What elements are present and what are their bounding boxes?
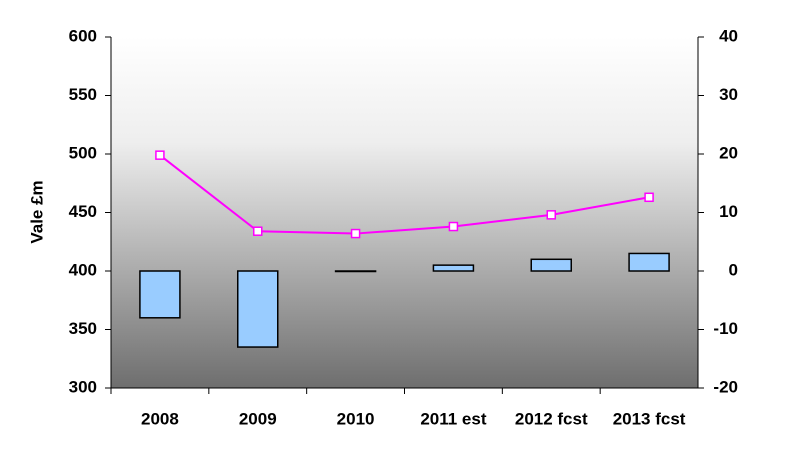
x-tick-label: 2009 bbox=[239, 409, 277, 428]
y2-tick-label: 30 bbox=[719, 85, 738, 104]
y2-tick-label: -10 bbox=[713, 319, 738, 338]
y2-tick-label: 20 bbox=[719, 143, 738, 162]
y2-tick-label: -20 bbox=[713, 377, 738, 396]
x-tick-label: 2008 bbox=[141, 409, 179, 428]
y2-tick-label: 40 bbox=[719, 26, 738, 45]
line-marker bbox=[546, 210, 556, 220]
line-marker bbox=[448, 221, 459, 232]
line-marker bbox=[350, 228, 361, 239]
plot-area bbox=[111, 37, 698, 388]
y-tick-label: 400 bbox=[69, 260, 97, 279]
x-tick-label: 2011 est bbox=[420, 409, 487, 428]
x-tick-label: 2010 bbox=[337, 409, 375, 428]
y-tick-label: 450 bbox=[69, 202, 97, 221]
line-marker bbox=[644, 192, 654, 203]
y2-tick-label: 10 bbox=[719, 202, 738, 221]
y-axis-label: Vale £m bbox=[27, 180, 46, 243]
line-marker bbox=[253, 226, 263, 236]
x-tick-label: 2012 fcst bbox=[515, 409, 588, 428]
bar bbox=[237, 270, 279, 348]
bar bbox=[334, 270, 377, 273]
bar bbox=[628, 252, 670, 272]
y-tick-label: 600 bbox=[69, 26, 97, 45]
y-tick-label: 350 bbox=[69, 319, 97, 338]
y-tick-label: 550 bbox=[69, 85, 97, 104]
y-tick-label: 300 bbox=[69, 377, 97, 396]
line bbox=[159, 154, 650, 235]
bar bbox=[530, 258, 572, 272]
bar bbox=[432, 264, 475, 272]
line-marker bbox=[155, 150, 165, 160]
bar bbox=[139, 270, 181, 319]
y-tick-label: 500 bbox=[69, 143, 97, 162]
x-tick-label: 2013 fcst bbox=[613, 409, 686, 428]
y2-tick-label: 0 bbox=[729, 260, 738, 279]
